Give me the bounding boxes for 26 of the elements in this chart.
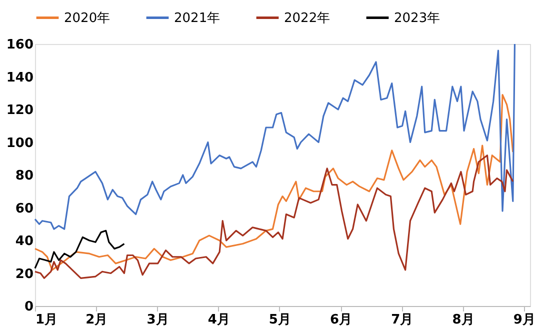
x-tick-label: 2月 xyxy=(86,312,108,328)
x-tick-label: 7月 xyxy=(391,312,414,328)
y-tick-label: 20 xyxy=(15,266,34,282)
x-tick-label: 6月 xyxy=(330,312,352,328)
line-series xyxy=(34,154,514,279)
x-tick-label: 3月 xyxy=(146,312,169,328)
x-tick-label: 8月 xyxy=(452,312,474,328)
legend-label: 2023年 xyxy=(394,10,440,26)
line-series xyxy=(34,230,126,270)
legend-label: 2021年 xyxy=(174,10,220,26)
y-tick-label: 0 xyxy=(24,300,34,314)
y-tick-label: 160 xyxy=(6,38,34,52)
y-tick-label: 120 xyxy=(6,103,34,118)
y-tick-label: 100 xyxy=(6,136,34,151)
x-tick-label: 4月 xyxy=(208,312,230,328)
line-series xyxy=(34,43,516,230)
legend-label: 2022年 xyxy=(284,10,330,26)
line-series xyxy=(34,94,514,271)
x-tick-label: 5月 xyxy=(268,312,291,328)
x-tick-label: 1月 xyxy=(36,312,58,328)
y-tick-label: 60 xyxy=(15,201,34,216)
y-tick-label: 140 xyxy=(6,70,34,86)
legend-label: 2020年 xyxy=(64,10,110,26)
y-tick-label: 40 xyxy=(15,234,34,249)
x-tick-label: 9月 xyxy=(513,312,536,328)
y-tick-label: 80 xyxy=(15,168,34,184)
